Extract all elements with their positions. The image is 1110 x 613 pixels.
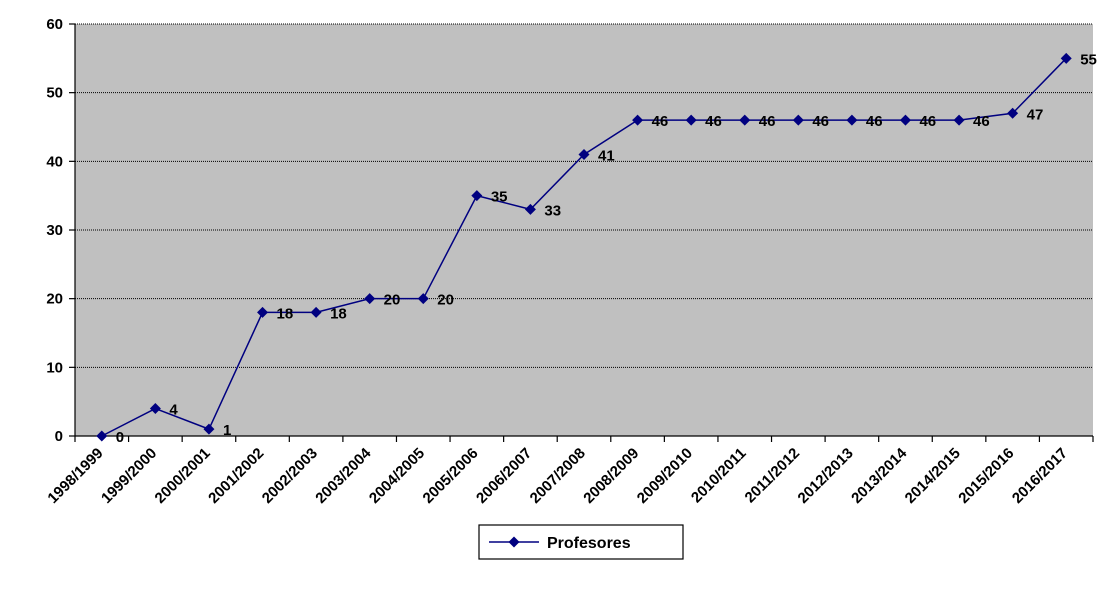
- x-tick-label: 2002/2003: [259, 445, 321, 507]
- y-tick-label: 60: [46, 16, 63, 33]
- data-point: [632, 114, 644, 126]
- x-tick-label: 2012/2013: [795, 445, 857, 507]
- x-tick-label: 2007/2008: [527, 445, 589, 507]
- gridlines: [75, 23, 1093, 368]
- x-axis-ticks: 1998/19991999/20002000/20012001/20022002…: [44, 436, 1094, 507]
- data-point: [257, 306, 269, 318]
- data-label: 46: [973, 113, 990, 130]
- data-point: [1007, 107, 1019, 119]
- data-label: 20: [437, 292, 454, 309]
- x-tick-label: 2000/2001: [152, 445, 214, 507]
- y-tick-label: 40: [46, 153, 63, 170]
- data-point: [524, 203, 536, 215]
- data-label: 46: [705, 113, 722, 130]
- x-tick-label: 1999/2000: [98, 445, 160, 507]
- data-point: [792, 114, 804, 126]
- data-label: 47: [1027, 106, 1044, 123]
- data-label: 33: [544, 202, 561, 219]
- data-label: 46: [759, 113, 776, 130]
- y-tick-label: 0: [55, 428, 63, 445]
- x-tick-label: 2003/2004: [312, 444, 375, 507]
- data-point: [1060, 52, 1072, 64]
- data-label: 18: [277, 305, 294, 322]
- series-profesores: [96, 52, 1072, 442]
- data-point: [899, 114, 911, 126]
- data-label: 46: [652, 113, 669, 130]
- x-tick-label: 2016/2017: [1009, 445, 1071, 507]
- legend-marker: [508, 536, 520, 548]
- data-label: 4: [169, 402, 178, 419]
- y-tick-label: 20: [46, 291, 63, 308]
- data-point: [149, 403, 161, 415]
- data-label: 41: [598, 147, 615, 164]
- data-point: [685, 114, 697, 126]
- x-tick-label: 2009/2010: [634, 445, 696, 507]
- data-point: [953, 114, 965, 126]
- data-label: 35: [491, 189, 508, 206]
- data-label: 46: [866, 113, 883, 130]
- y-tick-label: 10: [46, 359, 63, 376]
- data-point: [417, 293, 429, 305]
- x-tick-label: 2004/2005: [366, 445, 428, 507]
- data-point: [96, 430, 108, 442]
- data-point: [203, 423, 215, 435]
- data-label: 0: [116, 429, 124, 446]
- data-label: 46: [919, 113, 936, 130]
- x-tick-label: 1998/1999: [44, 445, 106, 507]
- y-axis-ticks: 0 10 20 30 40 50 60: [46, 16, 75, 445]
- data-point: [364, 293, 376, 305]
- data-point: [739, 114, 751, 126]
- legend-label-profesores: Profesores: [547, 535, 631, 552]
- data-point: [846, 114, 858, 126]
- x-tick-label: 2011/2012: [742, 445, 804, 507]
- x-tick-label: 2001/2002: [205, 445, 267, 507]
- x-tick-label: 2014/2015: [902, 445, 964, 507]
- data-label: 1: [223, 422, 231, 439]
- data-label: 46: [812, 113, 829, 130]
- x-tick-label: 2013/2014: [848, 444, 911, 507]
- x-tick-label: 2008/2009: [580, 445, 642, 507]
- data-label: 20: [384, 292, 401, 309]
- x-tick-label: 2005/2006: [420, 445, 482, 507]
- data-point: [310, 306, 322, 318]
- y-tick-label: 50: [46, 85, 63, 102]
- x-tick-label: 2015/2016: [955, 445, 1017, 507]
- x-tick-label: 2010/2011: [688, 445, 750, 507]
- y-tick-label: 30: [46, 222, 63, 239]
- data-label: 55: [1080, 51, 1097, 68]
- data-point: [578, 148, 590, 160]
- legend: Profesores: [478, 524, 684, 560]
- data-point: [471, 190, 483, 202]
- data-label: 18: [330, 305, 347, 322]
- x-tick-label: 2006/2007: [473, 445, 535, 507]
